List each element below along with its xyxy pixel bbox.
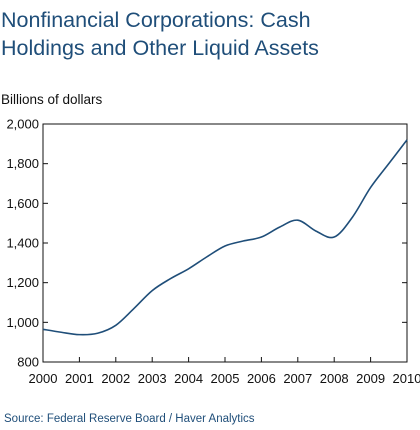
x-tick-label: 2009 [356, 371, 385, 386]
chart-title-line-1: Nonfinancial Corporations: Cash [1, 8, 311, 32]
y-tick-label: 2,000 [6, 117, 39, 132]
y-axis-unit-label: Billions of dollars [1, 92, 103, 107]
x-tick-label: 2002 [101, 371, 130, 386]
x-tick-label: 2001 [65, 371, 94, 386]
y-tick-label: 1,200 [6, 275, 39, 290]
x-tick-label: 2008 [320, 371, 349, 386]
x-tick-label: 2007 [283, 371, 312, 386]
y-tick-label: 1,400 [6, 236, 39, 251]
source-note: Source: Federal Reserve Board / Haver An… [4, 413, 255, 425]
chart-title: Nonfinancial Corporations: Cash Holdings… [1, 6, 416, 62]
chart-title-line-2: Holdings and Other Liquid Assets [1, 36, 319, 60]
y-tick-label: 1,600 [6, 196, 39, 211]
cash-holdings-line [42, 139, 408, 336]
x-tick-label: 2000 [29, 371, 58, 386]
y-tick-label: 1,800 [6, 156, 39, 171]
x-tick-label: 2004 [174, 371, 203, 386]
x-tick-label: 2005 [211, 371, 240, 386]
y-tick-label: 1,000 [6, 315, 39, 330]
x-tick-label: 2010 [393, 371, 420, 386]
line-chart: 800 1,000 1,200 1,400 1,600 1,800 2,000 2000 200… [6, 117, 420, 387]
plot-frame [42, 123, 408, 363]
x-tick-label: 2006 [247, 371, 276, 386]
y-tick-label: 800 [17, 355, 39, 370]
x-tick-label: 2003 [138, 371, 167, 386]
